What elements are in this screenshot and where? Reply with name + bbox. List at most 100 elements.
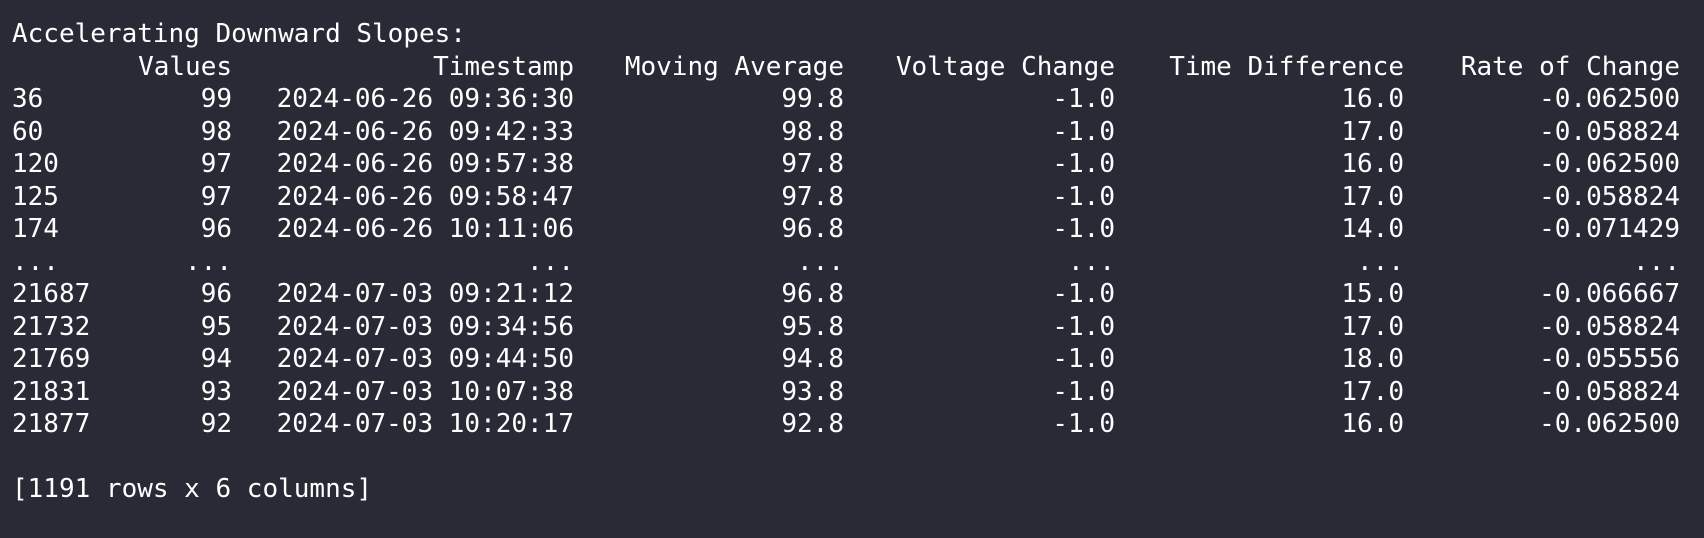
cell-time-difference: 17.0 (1341, 181, 1404, 212)
row-index: 36 (12, 84, 44, 114)
blank-line (12, 441, 1692, 474)
cell-voltage-change: -1.0 (1052, 344, 1115, 374)
row-index: 120 (12, 149, 59, 179)
table-row: 21877 92 2024-07-03 10:20:17 92.8 -1.0 16.0 -0… (12, 408, 1692, 441)
cell-values: 97 (200, 149, 232, 179)
column-header-values: Values (138, 51, 232, 82)
cell-rate-of-change: -0.058824 (1539, 181, 1680, 212)
column-header-moving-average: Moving Average (624, 51, 844, 82)
cell-timestamp: 2024-07-03 10:20:17 (276, 409, 574, 439)
table-body: 36 99 2024-06-26 09:36:30 99.8 -1.0 16.0 -0.06… (12, 83, 1692, 441)
cell-timestamp: 2024-07-03 09:44:50 (276, 344, 574, 374)
cell-moving-average: 96.8 (781, 214, 844, 244)
cell-voltage-change: -1.0 (1052, 149, 1115, 179)
cell-timestamp: 2024-07-03 09:21:12 (276, 279, 574, 309)
cell-values: 92 (200, 409, 232, 439)
cell-moving-average: 94.8 (781, 344, 844, 374)
table-row: 21831 93 2024-07-03 10:07:38 93.8 -1.0 17.0 -0… (12, 376, 1692, 409)
row-index: 21769 (12, 344, 91, 374)
cell-voltage-change: -1.0 (1052, 409, 1115, 439)
cell-voltage-change: -1.0 (1052, 376, 1115, 407)
row-index: 60 (12, 116, 44, 147)
column-header-voltage-change: Voltage Change (895, 51, 1115, 82)
cell-time-difference: ... (1357, 246, 1404, 277)
cell-time-difference: 18.0 (1341, 344, 1404, 374)
cell-voltage-change: -1.0 (1052, 84, 1115, 114)
cell-values: 96 (200, 214, 232, 244)
column-header-rate-of-change: Rate of Change (1460, 51, 1680, 82)
cell-moving-average: 99.8 (781, 84, 844, 114)
cell-moving-average: 97.8 (781, 149, 844, 179)
cell-time-difference: 14.0 (1341, 214, 1404, 244)
cell-time-difference: 15.0 (1341, 279, 1404, 309)
table-row: 36 99 2024-06-26 09:36:30 99.8 -1.0 16.0 -0.06… (12, 83, 1692, 116)
cell-rate-of-change: -0.058824 (1539, 116, 1680, 147)
cell-moving-average: 92.8 (781, 409, 844, 439)
cell-rate-of-change: -0.062500 (1539, 149, 1680, 179)
table-row: 120 97 2024-06-26 09:57:38 97.8 -1.0 16.0 -0.0… (12, 148, 1692, 181)
table-row: 21732 95 2024-07-03 09:34:56 95.8 -1.0 17.0 -0… (12, 311, 1692, 344)
cell-timestamp: 2024-07-03 09:34:56 (276, 311, 574, 342)
cell-moving-average: ... (797, 246, 844, 277)
cell-time-difference: 17.0 (1341, 116, 1404, 147)
cell-values: 94 (200, 344, 232, 374)
cell-rate-of-change: -0.071429 (1539, 214, 1680, 244)
cell-time-difference: 16.0 (1341, 149, 1404, 179)
row-index: 174 (12, 214, 59, 244)
table-row: 21769 94 2024-07-03 09:44:50 94.8 -1.0 18.0 -0… (12, 343, 1692, 376)
cell-rate-of-change: -0.058824 (1539, 311, 1680, 342)
cell-rate-of-change: -0.062500 (1539, 84, 1680, 114)
table-row: 125 97 2024-06-26 09:58:47 97.8 -1.0 17.0 -0.0… (12, 181, 1692, 214)
terminal-output: Accelerating Downward Slopes: Values Tim… (12, 18, 1692, 506)
cell-timestamp: ... (527, 246, 574, 277)
cell-moving-average: 98.8 (781, 116, 844, 147)
cell-time-difference: 16.0 (1341, 409, 1404, 439)
cell-timestamp: 2024-06-26 09:36:30 (276, 84, 574, 114)
cell-timestamp: 2024-06-26 09:58:47 (276, 181, 574, 212)
cell-time-difference: 17.0 (1341, 311, 1404, 342)
cell-values: 95 (200, 311, 232, 342)
table-row: 21687 96 2024-07-03 09:21:12 96.8 -1.0 15.0 -0… (12, 278, 1692, 311)
table-row: 174 96 2024-06-26 10:11:06 96.8 -1.0 14.0 -0.0… (12, 213, 1692, 246)
cell-values: 98 (200, 116, 232, 147)
cell-time-difference: 17.0 (1341, 376, 1404, 407)
cell-rate-of-change: -0.058824 (1539, 376, 1680, 407)
cell-moving-average: 93.8 (781, 376, 844, 407)
cell-rate-of-change: -0.062500 (1539, 409, 1680, 439)
cell-rate-of-change: -0.055556 (1539, 344, 1680, 374)
cell-moving-average: 97.8 (781, 181, 844, 212)
cell-timestamp: 2024-07-03 10:07:38 (276, 376, 574, 407)
row-index: 125 (12, 181, 59, 212)
cell-voltage-change: -1.0 (1052, 116, 1115, 147)
cell-rate-of-change: ... (1633, 246, 1680, 277)
cell-voltage-change: -1.0 (1052, 311, 1115, 342)
table-summary: [1191 rows x 6 columns] (12, 474, 373, 504)
column-header-timestamp: Timestamp (433, 51, 574, 82)
cell-time-difference: 16.0 (1341, 84, 1404, 114)
row-index: 21687 (12, 279, 91, 309)
row-index: 21831 (12, 376, 91, 407)
table-header-row: Values Timestamp Moving Average Voltage … (12, 51, 1692, 84)
row-index: 21732 (12, 311, 91, 342)
table-row: 60 98 2024-06-26 09:42:33 98.8 -1.0 17.0 -0.05… (12, 116, 1692, 149)
cell-values: 99 (200, 84, 232, 114)
cell-moving-average: 96.8 (781, 279, 844, 309)
cell-voltage-change: -1.0 (1052, 181, 1115, 212)
cell-rate-of-change: -0.066667 (1539, 279, 1680, 309)
cell-values: ... (185, 246, 232, 277)
cell-timestamp: 2024-06-26 09:57:38 (276, 149, 574, 179)
cell-timestamp: 2024-06-26 09:42:33 (276, 116, 574, 147)
cell-moving-average: 95.8 (781, 311, 844, 342)
cell-voltage-change: ... (1068, 246, 1115, 277)
cell-voltage-change: -1.0 (1052, 214, 1115, 244)
row-index: 21877 (12, 409, 91, 439)
cell-values: 93 (200, 376, 232, 407)
cell-voltage-change: -1.0 (1052, 279, 1115, 309)
row-index: ... (12, 246, 59, 277)
cell-values: 96 (200, 279, 232, 309)
cell-values: 97 (200, 181, 232, 212)
output-heading: Accelerating Downward Slopes: (12, 19, 466, 49)
table-row: ..................... (12, 246, 1692, 279)
cell-timestamp: 2024-06-26 10:11:06 (276, 214, 574, 244)
column-header-time-difference: Time Difference (1169, 51, 1404, 82)
